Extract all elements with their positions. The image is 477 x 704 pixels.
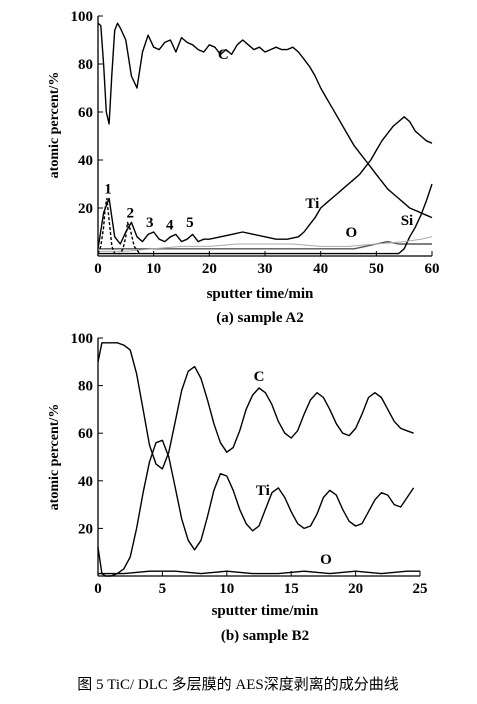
panel-b-ylabel: atomic percent/%: [47, 404, 62, 511]
panel-a-x-tick-label: 0: [94, 261, 102, 277]
panel-a-y-tick-label: 80: [78, 57, 93, 73]
panel-b-y-tick-label: 60: [78, 426, 93, 442]
panel-b-annotation-o: O: [320, 552, 332, 568]
panel-a-series-aux-line-4: [98, 236, 433, 252]
panel-a-annotation-o: O: [345, 225, 357, 241]
panel-a-y-tick-label: 20: [78, 201, 93, 217]
panel-a-annotation-ti: Ti: [305, 196, 319, 212]
panel-a-series-c-line: [97, 22, 433, 219]
panel-a-chart: 0 10 20 30 40 50 60 20 40 60 80 100 C Ti O Si 123 4 5: [71, 9, 440, 277]
panel-a-ylabel: atomic percent/%: [47, 72, 62, 179]
panel-a-x-tick-label: 60: [425, 261, 440, 277]
panel-b-series-c-line: [97, 342, 414, 470]
panel-a-annotation-2: 2: [127, 206, 135, 222]
panel-a-caption: (a) sample A2: [216, 310, 304, 326]
panel-a-x-tick-label: 10: [146, 261, 161, 277]
panel-a-series-ti-line: [97, 116, 433, 249]
panel-b-series-ti-line: [97, 439, 415, 577]
panel-a-x-tick-label: 40: [313, 261, 328, 277]
figure-caption: 图 5 TiC/ DLC 多层膜的 AES深度剥离的成分曲线: [77, 676, 399, 693]
panel-b-chart: 0 5 10 15 20 25 20 40 60 80 100 C Ti O: [71, 331, 428, 597]
panel-b-x-tick-label: 10: [219, 581, 234, 597]
panel-b-x-tick-label: 25: [413, 581, 428, 597]
panel-b-x-tick-label: 0: [94, 581, 102, 597]
panel-b-y-tick-label: 100: [71, 331, 94, 347]
panel-a-series-si-line: [98, 183, 433, 255]
panel-a-x-tick-label: 20: [202, 261, 217, 277]
panel-a-y-tick-label: 40: [78, 153, 93, 169]
panel-b-x-tick-label: 15: [284, 581, 299, 597]
panel-a-annotation-4: 4: [166, 218, 174, 234]
panel-b-series-o-line: [98, 570, 420, 575]
panel-b-annotation-ti: Ti: [256, 483, 270, 499]
panel-a-annotation-si: Si: [401, 213, 414, 229]
panel-b-xlabel: sputter time/min: [212, 603, 319, 619]
panel-a-series-o-line: [98, 240, 432, 250]
panel-b-annotation-c: C: [254, 369, 265, 385]
panel-a-annotation-5: 5: [186, 215, 194, 231]
panel-b-x-tick-label: 5: [159, 581, 167, 597]
panel-a-y-tick-label: 60: [78, 105, 93, 121]
panel-a-annotation-c: C: [218, 47, 229, 63]
panel-a-xlabel: sputter time/min: [207, 286, 314, 302]
panel-b-y-tick-label: 80: [78, 379, 93, 395]
panel-b-y-tick-label: 20: [78, 521, 93, 537]
panel-b-caption: (b) sample B2: [221, 628, 309, 644]
panel-a-y-tick-label: 100: [71, 9, 94, 25]
panel-b-y-tick-label: 40: [78, 474, 93, 490]
panel-a-series-aux-line-5: [97, 197, 141, 255]
panel-a-x-tick-label: 50: [369, 261, 384, 277]
panel-a-annotation-3: 3: [146, 215, 154, 231]
panel-b-x-tick-label: 20: [348, 581, 363, 597]
panel-a-x-tick-label: 30: [258, 261, 273, 277]
panel-a-annotation-1: 1: [104, 182, 112, 198]
